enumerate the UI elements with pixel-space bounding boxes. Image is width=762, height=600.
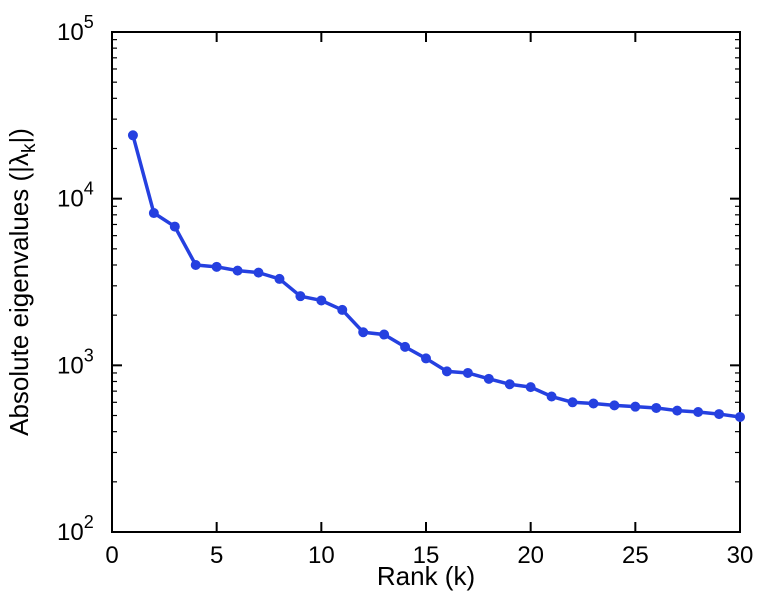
data-point <box>588 398 599 409</box>
data-point <box>567 397 578 408</box>
data-point <box>483 373 494 384</box>
data-point <box>358 327 369 338</box>
x-tick-label: 5 <box>210 542 223 569</box>
y-tick-label: 105 <box>57 12 94 46</box>
data-point <box>337 304 348 315</box>
data-point <box>211 261 222 272</box>
data-point <box>127 130 138 141</box>
x-tick-label: 20 <box>517 542 544 569</box>
data-point <box>169 221 180 232</box>
data-point <box>693 406 704 417</box>
data-point <box>504 379 515 390</box>
data-point <box>672 405 683 416</box>
data-point <box>609 400 620 411</box>
data-point <box>714 409 725 420</box>
y-tick-label: 104 <box>57 179 94 213</box>
data-point <box>630 401 641 412</box>
data-point <box>441 366 452 377</box>
data-point <box>735 411 745 422</box>
x-tick-label: 10 <box>308 542 335 569</box>
data-point <box>525 382 536 393</box>
data-point <box>546 391 557 402</box>
x-axis-label: Rank (k) <box>377 561 475 591</box>
plot-box <box>111 31 741 533</box>
data-point <box>295 291 306 302</box>
y-axis-label: Absolute eigenvalues (|λk|) <box>4 128 40 436</box>
data-point <box>274 273 285 284</box>
data-point <box>148 208 159 219</box>
data-point <box>462 367 473 378</box>
data-point <box>232 265 243 276</box>
data-point <box>651 402 662 413</box>
x-tick-label: 25 <box>622 542 649 569</box>
data-point <box>421 353 431 364</box>
x-tick-label: 30 <box>727 542 754 569</box>
x-tick-label: 0 <box>105 542 118 569</box>
data-point <box>316 295 327 306</box>
y-tick-label: 103 <box>57 345 94 379</box>
y-tick-label: 102 <box>57 512 94 546</box>
data-point <box>379 329 390 340</box>
data-point <box>190 259 201 270</box>
data-point <box>400 341 411 352</box>
x-tick-label: 15 <box>413 542 440 569</box>
data-point <box>253 267 264 278</box>
data-line <box>131 133 742 419</box>
